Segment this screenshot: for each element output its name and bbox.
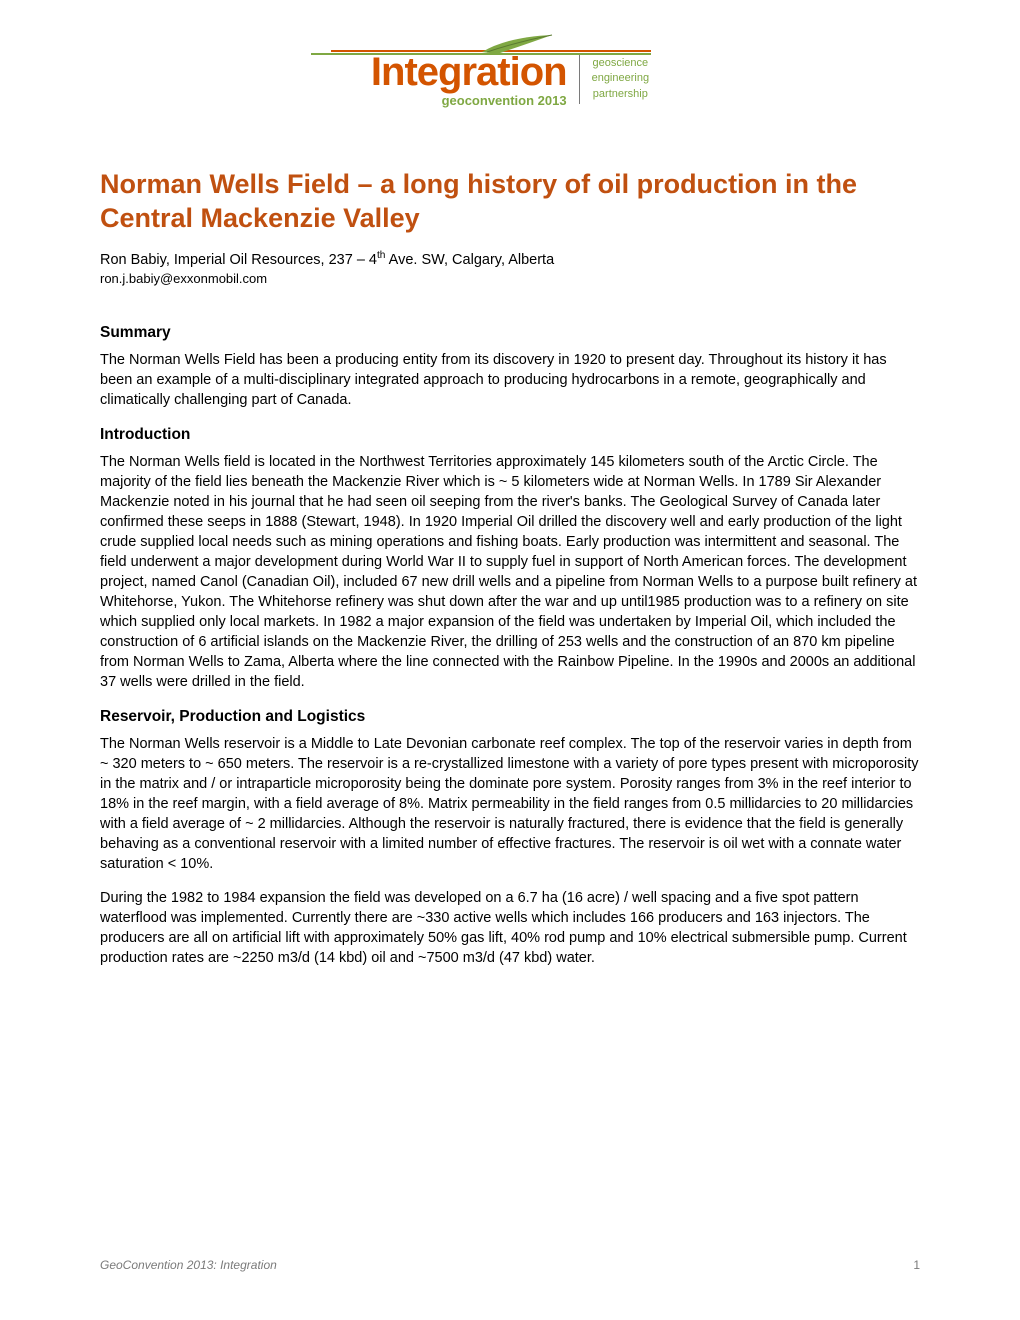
logo-tag-2: engineering xyxy=(592,71,650,86)
footer-page-number: 1 xyxy=(913,1258,920,1272)
page-container: Integration geoconvention 2013 geoscienc… xyxy=(0,0,1020,1042)
introduction-heading: Introduction xyxy=(100,426,920,444)
logo-tag-3: partnership xyxy=(592,87,650,102)
author-line: Ron Babiy, Imperial Oil Resources, 237 –… xyxy=(100,250,920,268)
footer-text: GeoConvention 2013: Integration xyxy=(100,1258,277,1272)
page-footer: GeoConvention 2013: Integration 1 xyxy=(100,1258,920,1272)
conference-logo: Integration geoconvention 2013 geoscienc… xyxy=(371,40,649,118)
logo-divider xyxy=(579,54,580,104)
introduction-body: The Norman Wells field is located in the… xyxy=(100,452,920,692)
summary-heading: Summary xyxy=(100,324,920,342)
paper-title: Norman Wells Field – a long history of o… xyxy=(100,168,920,236)
reservoir-body-1: The Norman Wells reservoir is a Middle t… xyxy=(100,734,920,874)
summary-body: The Norman Wells Field has been a produc… xyxy=(100,350,920,410)
author-email: ron.j.babiy@exxonmobil.com xyxy=(100,271,920,286)
author-name-affiliation: Ron Babiy, Imperial Oil Resources, 237 –… xyxy=(100,251,377,267)
reservoir-heading: Reservoir, Production and Logistics xyxy=(100,708,920,726)
logo-tags: geoscience engineering partnership xyxy=(592,56,650,102)
reservoir-body-2: During the 1982 to 1984 expansion the fi… xyxy=(100,888,920,968)
logo-sub-text: geoconvention 2013 xyxy=(371,93,567,108)
logo-left-block: Integration geoconvention 2013 xyxy=(371,40,567,118)
logo-container: Integration geoconvention 2013 geoscienc… xyxy=(100,40,920,118)
logo-tag-1: geoscience xyxy=(592,56,650,71)
logo-main-text: Integration xyxy=(371,50,567,95)
author-address: Ave. SW, Calgary, Alberta xyxy=(385,251,554,267)
